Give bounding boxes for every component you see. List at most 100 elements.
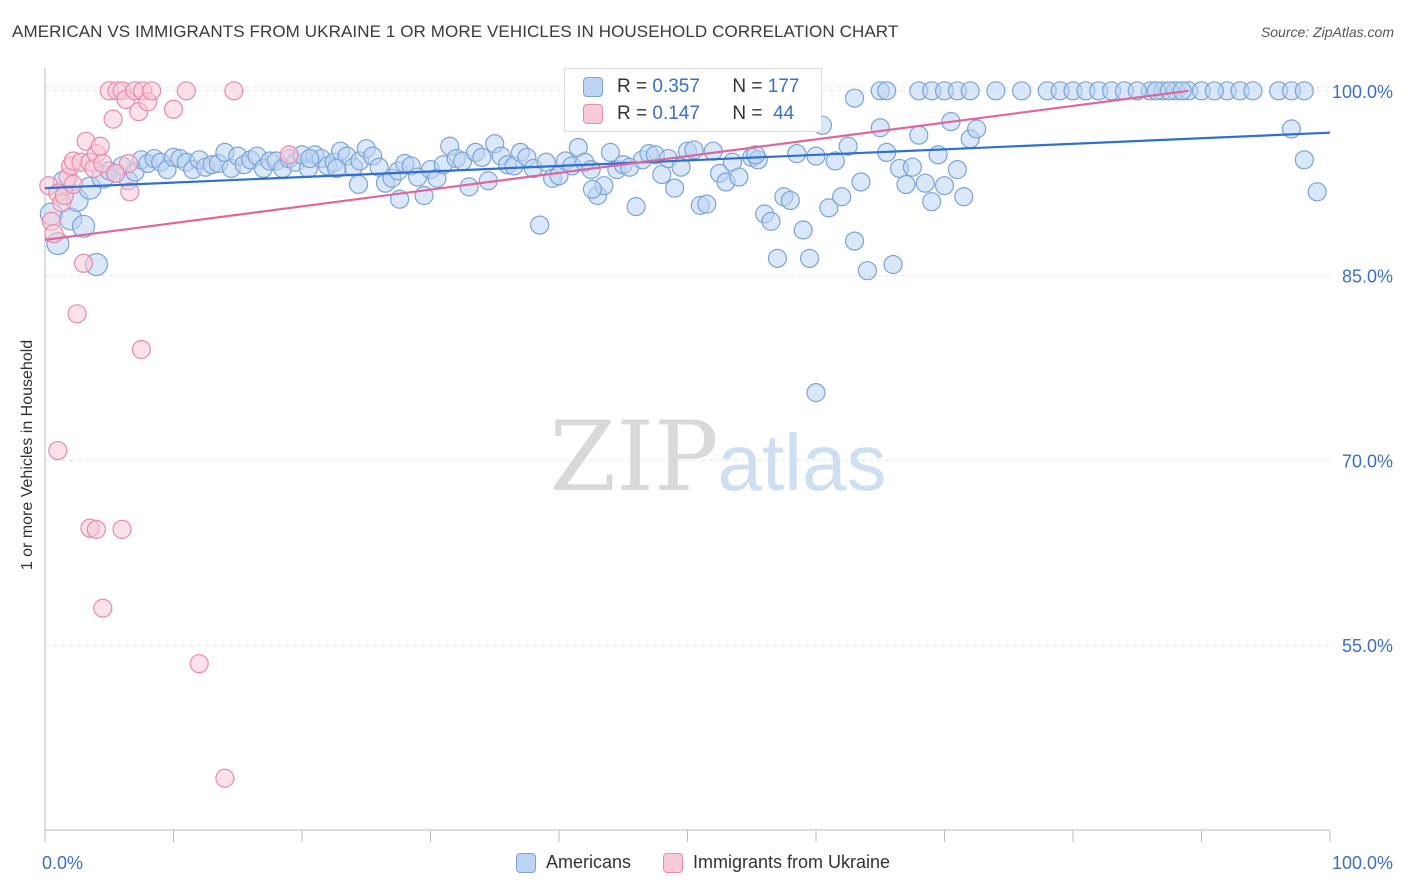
data-point xyxy=(761,211,781,231)
data-point xyxy=(459,177,479,197)
n-value: 44 xyxy=(773,103,795,124)
data-point xyxy=(73,253,94,273)
data-point xyxy=(1204,81,1224,101)
n-value: 177 xyxy=(767,76,800,97)
data-point xyxy=(176,81,196,101)
x-tick-label: 100.0% xyxy=(1332,853,1393,873)
data-point xyxy=(883,254,903,275)
data-point xyxy=(106,163,126,183)
y-tick-label: 70.0% xyxy=(1342,451,1393,471)
data-point xyxy=(1307,182,1327,202)
data-point xyxy=(1011,81,1032,101)
data-point xyxy=(142,81,162,101)
data-point xyxy=(67,304,87,324)
data-point xyxy=(870,118,890,138)
data-point xyxy=(819,198,839,218)
data-point xyxy=(697,194,717,214)
data-point xyxy=(799,248,820,268)
source-label: Source: ZipAtlas.com xyxy=(1260,24,1394,40)
data-point xyxy=(118,153,139,174)
data-point xyxy=(729,167,749,187)
y-tick-label: 85.0% xyxy=(1342,267,1393,287)
data-point xyxy=(909,125,929,145)
legend-label: Immigrants from Ukraine xyxy=(692,852,891,872)
watermark-atlas: atlas xyxy=(718,418,887,507)
data-point xyxy=(472,147,492,167)
legend-item-americans[interactable]: Americans xyxy=(515,852,631,873)
ukraine-swatch xyxy=(583,104,603,124)
data-point xyxy=(582,179,603,199)
data-point xyxy=(1127,81,1147,101)
data-point xyxy=(857,261,878,281)
data-point xyxy=(844,231,865,251)
data-point xyxy=(120,182,140,202)
data-point xyxy=(986,81,1006,101)
data-point xyxy=(71,214,96,238)
americans-swatch xyxy=(515,852,536,873)
n-label: N = xyxy=(732,76,763,97)
data-point xyxy=(189,654,209,674)
data-point xyxy=(93,598,113,618)
americans-trend-line xyxy=(44,131,1331,190)
data-point xyxy=(851,172,871,192)
chart-title: AMERICAN VS IMMIGRANTS FROM UKRAINE 1 OR… xyxy=(12,22,899,41)
data-point xyxy=(86,519,107,539)
r-value: 0.147 xyxy=(652,103,700,124)
watermark: ZIP atlas xyxy=(549,401,886,513)
data-point xyxy=(967,119,987,139)
data-point xyxy=(103,109,123,129)
data-point xyxy=(746,145,766,165)
data-point xyxy=(93,153,113,174)
x-tick-labels: 0.0% 100.0% xyxy=(42,853,1393,873)
data-point xyxy=(665,178,685,198)
stats-legend: R = 0.357 N = 177 R = 0.147 N = 44 xyxy=(564,68,822,132)
legend-label: Americans xyxy=(545,852,631,872)
y-tick-labels: 55.0% 70.0% 85.0% 100.0% xyxy=(1332,82,1393,656)
watermark-zip: ZIP xyxy=(549,401,718,513)
ukraine-trend-line xyxy=(44,89,1189,241)
data-point xyxy=(536,152,556,172)
data-point xyxy=(947,160,967,180)
ukraine-swatch xyxy=(662,852,683,873)
r-label: R = xyxy=(617,76,648,97)
data-point xyxy=(327,158,347,179)
data-point xyxy=(877,81,897,101)
data-point xyxy=(922,192,942,212)
x-tick-label: 0.0% xyxy=(42,853,83,873)
data-point xyxy=(348,174,369,195)
data-point xyxy=(825,151,845,171)
data-point xyxy=(844,88,865,108)
stats-row-ukraine: R = 0.147 N = 44 xyxy=(583,101,794,127)
data-point xyxy=(954,187,974,207)
data-point xyxy=(300,148,320,169)
n-label: N = xyxy=(732,103,763,124)
data-point xyxy=(1294,81,1314,101)
data-point xyxy=(600,142,621,162)
data-point xyxy=(112,519,132,539)
data-point xyxy=(767,248,788,268)
r-label: R = xyxy=(617,103,648,124)
data-point xyxy=(163,99,184,119)
y-tick-label: 55.0% xyxy=(1342,636,1393,656)
data-point xyxy=(1294,150,1314,170)
data-point xyxy=(131,339,151,360)
data-point xyxy=(215,768,235,788)
r-value: 0.357 xyxy=(652,76,700,97)
y-tick-label: 100.0% xyxy=(1332,82,1393,102)
data-point xyxy=(48,440,68,461)
data-point xyxy=(224,81,244,101)
data-point xyxy=(279,145,299,165)
axes xyxy=(44,68,1331,842)
data-point xyxy=(787,144,807,164)
data-point xyxy=(960,81,980,101)
y-axis-label: 1 or more Vehicles in Household xyxy=(19,339,36,571)
data-point xyxy=(1243,81,1263,101)
americans-swatch xyxy=(583,77,603,97)
data-point xyxy=(934,176,955,196)
data-point xyxy=(63,174,83,195)
data-point xyxy=(896,174,916,195)
data-point xyxy=(530,215,550,235)
legend-item-ukraine[interactable]: Immigrants from Ukraine xyxy=(662,852,891,873)
data-point xyxy=(806,383,826,403)
